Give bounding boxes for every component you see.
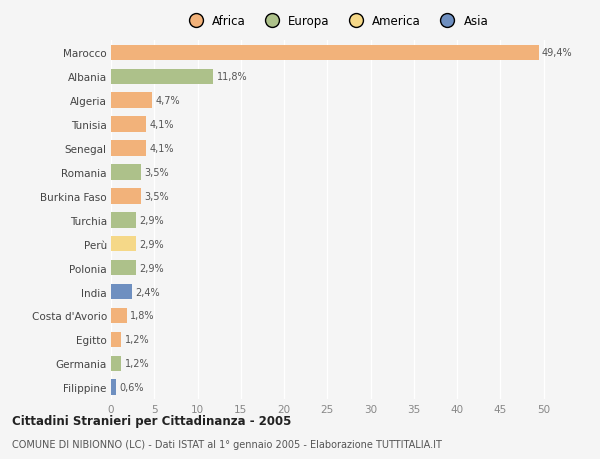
Text: 1,2%: 1,2% (125, 358, 149, 369)
Text: 49,4%: 49,4% (542, 48, 572, 58)
Bar (111, 165, 141, 180)
Bar (111, 189, 141, 204)
Text: 11,8%: 11,8% (217, 72, 247, 82)
Legend: Africa, Europa, America, Asia: Africa, Europa, America, Asia (184, 15, 488, 28)
Bar (111, 117, 146, 133)
Bar (111, 141, 146, 157)
Text: 1,8%: 1,8% (130, 311, 155, 321)
Bar (111, 356, 121, 371)
Text: 3,5%: 3,5% (145, 191, 169, 202)
Bar (111, 236, 136, 252)
Text: 2,9%: 2,9% (140, 239, 164, 249)
Text: 1,2%: 1,2% (125, 335, 149, 345)
Bar (111, 45, 539, 61)
Bar (111, 332, 121, 347)
Text: 4,7%: 4,7% (155, 96, 180, 106)
Bar (111, 213, 136, 228)
Bar (111, 69, 213, 85)
Text: 2,9%: 2,9% (140, 215, 164, 225)
Bar (111, 380, 116, 395)
Text: 0,6%: 0,6% (119, 382, 144, 392)
Text: 4,1%: 4,1% (150, 120, 175, 130)
Text: Cittadini Stranieri per Cittadinanza - 2005: Cittadini Stranieri per Cittadinanza - 2… (12, 414, 292, 428)
Bar (111, 284, 132, 300)
Text: 3,5%: 3,5% (145, 168, 169, 178)
Text: 2,4%: 2,4% (135, 287, 160, 297)
Bar (111, 93, 152, 109)
Bar (111, 260, 136, 276)
Text: COMUNE DI NIBIONNO (LC) - Dati ISTAT al 1° gennaio 2005 - Elaborazione TUTTITALI: COMUNE DI NIBIONNO (LC) - Dati ISTAT al … (12, 440, 442, 449)
Bar (111, 308, 127, 324)
Text: 2,9%: 2,9% (140, 263, 164, 273)
Text: 4,1%: 4,1% (150, 144, 175, 154)
